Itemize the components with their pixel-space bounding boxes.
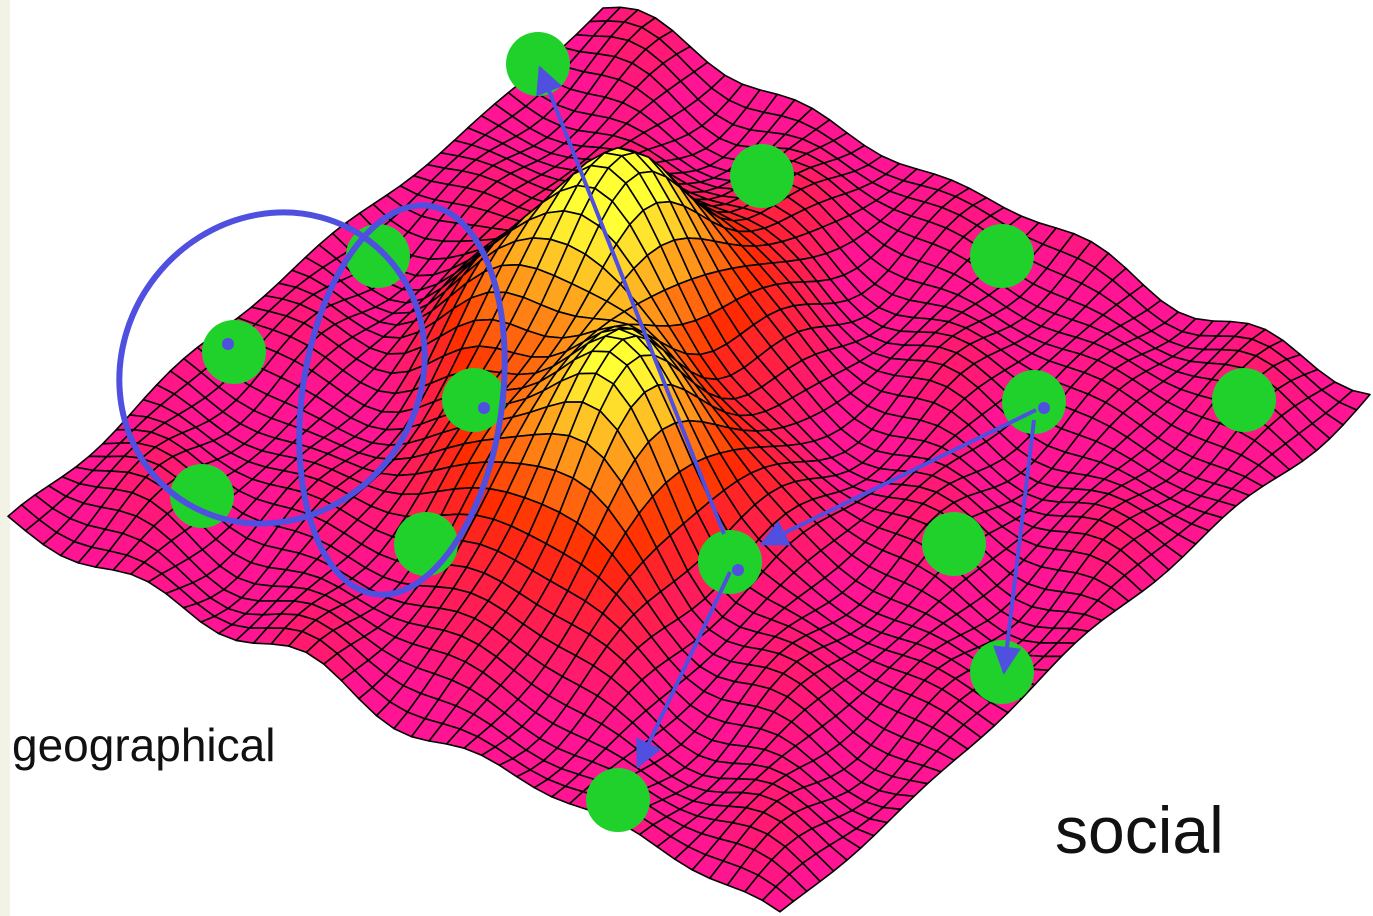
- mesh-cell: [761, 885, 795, 913]
- geographical-group-outline: [296, 202, 508, 598]
- connection-arrow: [636, 571, 732, 769]
- network-node: [970, 640, 1034, 704]
- connection-arrow: [993, 419, 1036, 675]
- network-node: [970, 224, 1034, 288]
- network-node: [586, 768, 650, 832]
- social-label: social: [1055, 793, 1224, 867]
- network-node: [1212, 368, 1276, 432]
- network-node: [922, 512, 986, 576]
- network-node: [730, 144, 794, 208]
- node-anchor-dot: [1038, 402, 1050, 414]
- network-node: [394, 512, 458, 576]
- overlay-layer: [116, 32, 1276, 832]
- network-node: [506, 32, 570, 96]
- connection-arrow: [759, 408, 1037, 546]
- network-node: [698, 530, 762, 594]
- geographical-group-outline: [116, 209, 428, 527]
- network-node: [170, 464, 234, 528]
- geographical-label: geographical: [12, 719, 276, 771]
- surface-mesh: [7, 6, 1371, 913]
- node-anchor-dot: [222, 338, 234, 350]
- node-anchor-dot: [732, 564, 744, 576]
- node-anchor-dot: [478, 402, 490, 414]
- network-node: [442, 368, 506, 432]
- network-node: [202, 320, 266, 384]
- slide-left-edge: [0, 0, 10, 916]
- connection-arrow: [536, 65, 726, 535]
